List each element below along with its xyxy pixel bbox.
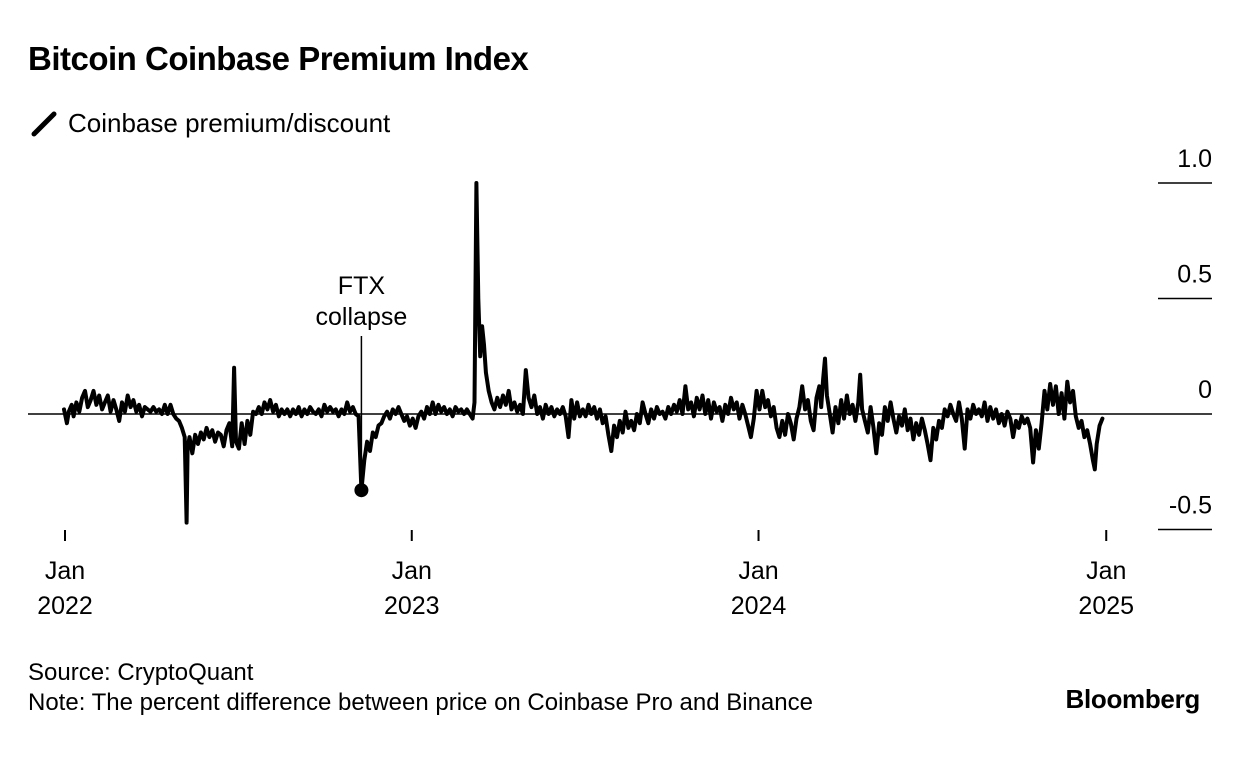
y-tick-label: -0.5 (1169, 492, 1212, 520)
x-tick-label-month: Jan (392, 557, 432, 585)
series-line (62, 181, 1105, 525)
x-tick-label-month: Jan (1086, 557, 1126, 585)
x-axis: Jan 2022 Jan 2023 Jan 2024 Jan 2025 (37, 530, 1134, 620)
x-tick-label-month: Jan (738, 557, 778, 585)
x-tick-label-year: 2024 (731, 592, 787, 620)
series-layer (62, 181, 1105, 525)
y-tick-label: 1.0 (1177, 145, 1212, 173)
x-tick-label-month: Jan (45, 557, 85, 585)
x-tick-label-year: 2025 (1078, 592, 1134, 620)
annotations: FTX collapse (316, 272, 408, 498)
y-tick-label: 0.5 (1177, 261, 1212, 289)
y-tick-label: 0 (1198, 376, 1212, 404)
chart-plot: 1.0 0.5 0 -0.5 Jan 2022 Jan 2023 Jan 2024 Jan 2025… (28, 145, 1212, 620)
source-note: Source: CryptoQuant (28, 659, 254, 686)
bloomberg-logo: Bloomberg (1065, 684, 1200, 714)
y-axis: 1.0 0.5 0 -0.5 (28, 145, 1212, 531)
chart-title: Bitcoin Coinbase Premium Index (28, 40, 529, 77)
footnote: Note: The percent difference between pri… (28, 689, 813, 716)
x-tick-label-year: 2022 (37, 592, 93, 620)
legend-label: Coinbase premium/discount (68, 107, 391, 138)
legend-line-icon (31, 111, 57, 137)
legend: Coinbase premium/discount (30, 106, 390, 140)
annotation-label: collapse (316, 303, 408, 331)
x-tick-label-year: 2023 (384, 592, 440, 620)
annotation-label: FTX (338, 272, 386, 300)
